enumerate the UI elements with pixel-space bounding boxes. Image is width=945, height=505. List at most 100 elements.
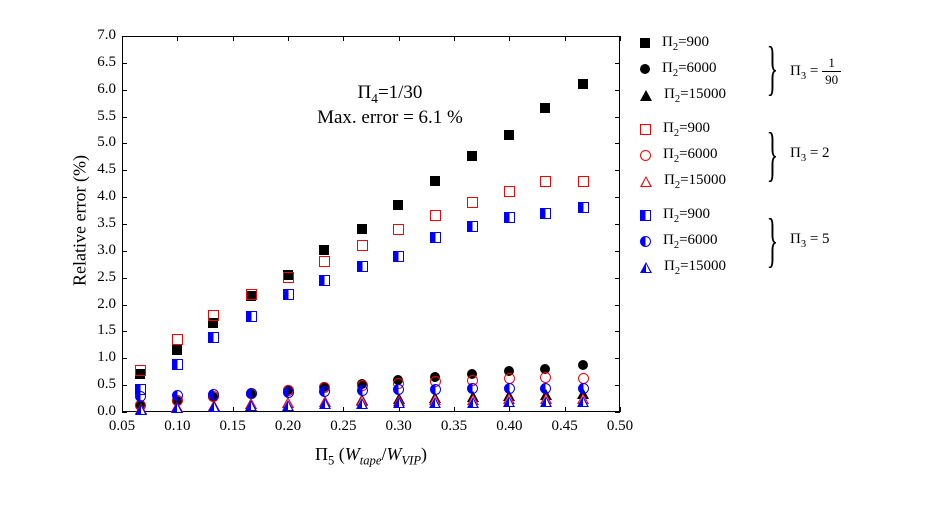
legend-item: Π2=900 [640,32,709,54]
legend-item: Π2=6000 [640,144,718,166]
x-label-tape: tape [360,454,382,468]
y-tick-mark [615,224,620,225]
y-tick-label: 2.5 [97,269,116,286]
data-point [467,197,478,208]
data-point [393,397,405,408]
data-point [504,186,515,197]
y-tick-label: 7.0 [97,27,116,44]
data-point [429,397,441,408]
data-point [467,151,477,161]
x-tick-mark [233,36,234,41]
data-point [540,103,550,113]
x-tick-mark [454,407,455,412]
data-point [283,289,294,300]
y-tick-mark [122,331,127,332]
osq-icon [640,124,651,135]
data-point [246,311,257,322]
y-tick-mark [122,358,127,359]
x-tick-mark [343,36,344,41]
y-tick-label: 1.5 [97,322,116,339]
legend-item: Π2=6000 [640,58,717,80]
x-label-po: ( [334,444,345,464]
data-point [319,275,330,286]
x-tick-mark [565,407,566,412]
data-point [283,387,294,398]
y-tick-mark [122,63,127,64]
y-tick-label: 3.0 [97,242,116,259]
x-tick-mark [122,36,123,41]
data-point [356,398,368,409]
data-point [578,202,589,213]
y-tick-mark [615,170,620,171]
data-point [540,208,551,219]
y-tick-mark [615,385,620,386]
ftr-icon [640,90,652,101]
x-tick-label: 0.10 [161,418,193,435]
data-point [578,176,589,187]
x-tick-mark [509,407,510,412]
x-tick-mark [233,407,234,412]
legend-item: Π2=15000 [640,170,726,192]
x-label-pi: Π [315,444,328,464]
data-point [504,130,514,140]
y-tick-label: 1.0 [97,349,116,366]
y-tick-mark [122,251,127,252]
y-tick-mark [615,90,620,91]
data-point [430,210,441,221]
data-point [393,224,404,235]
x-tick-mark [343,407,344,412]
y-tick-mark [122,224,127,225]
x-label-pc: ) [421,444,427,464]
htr-icon [640,262,652,273]
y-tick-label: 4.0 [97,188,116,205]
oci-icon [640,150,651,161]
y-tick-mark [615,63,620,64]
x-tick-mark [177,36,178,41]
data-point [135,365,146,376]
legend-label: Π2=15000 [664,86,726,105]
x-tick-label: 0.40 [493,418,525,435]
data-point [393,251,404,262]
x-label-w2: W [386,444,401,464]
y-tick-mark [122,117,127,118]
y-tick-label: 6.0 [97,81,116,98]
y-tick-mark [615,143,620,144]
y-tick-mark [122,90,127,91]
data-point [246,289,257,300]
legend-label: Π2=6000 [663,232,718,251]
y-tick-mark [615,197,620,198]
data-point [467,221,478,232]
y-tick-mark [615,251,620,252]
legend-label: Π2=900 [662,34,709,53]
x-tick-label: 0.20 [272,418,304,435]
x-tick-label: 0.05 [106,418,138,435]
data-point [504,212,515,223]
data-point [319,398,331,409]
data-point [208,310,219,321]
legend-group-label: Π3 = 190 [790,55,841,88]
y-tick-mark [122,412,127,413]
x-tick-mark [620,36,621,41]
legend-group-label: Π3 = 5 [790,231,830,250]
legend-item: Π2=6000 [640,230,718,252]
y-tick-label: 6.5 [97,54,116,71]
y-tick-mark [122,385,127,386]
x-tick-mark [288,36,289,41]
data-point [319,245,329,255]
y-tick-label: 3.5 [97,215,116,232]
data-point [357,261,368,272]
x-tick-mark [565,36,566,41]
data-point [578,79,588,89]
x-tick-label: 0.30 [383,418,415,435]
data-point [245,400,257,411]
hsq-icon [640,210,651,221]
y-tick-label: 0.5 [97,376,116,393]
y-tick-label: 5.0 [97,134,116,151]
y-tick-label: 5.5 [97,108,116,125]
x-label-vip: VIP [401,454,421,468]
x-tick-mark [509,36,510,41]
fsq-icon [640,38,650,48]
data-point [208,401,220,412]
x-tick-label: 0.50 [604,418,636,435]
y-tick-mark [615,117,620,118]
